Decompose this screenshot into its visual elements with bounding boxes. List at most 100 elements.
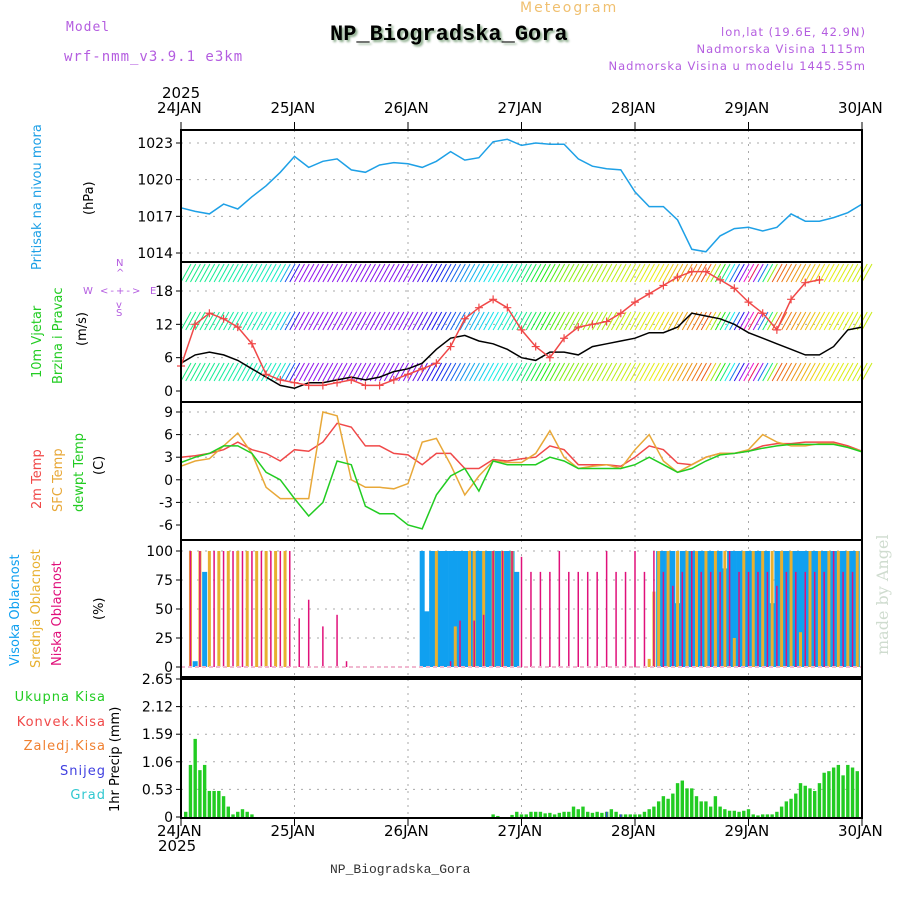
wind-arrow xyxy=(521,263,532,283)
compass-rose: N ^ S v W E <-+-> xyxy=(80,258,160,328)
precip-bar-precip_total xyxy=(600,812,604,817)
wind-arrow xyxy=(861,263,873,283)
day-label-bottom: 28JAN xyxy=(611,822,656,840)
lonlat-text: lon,lat (19.6E, 42.9N) xyxy=(721,25,866,39)
wind-arrow xyxy=(213,263,225,283)
gust-marker xyxy=(489,295,498,304)
wind-arrow xyxy=(819,311,830,331)
precip-bar-precip_total xyxy=(586,811,590,817)
precip-bar-precip_total xyxy=(737,811,741,817)
cloud-bar-cloud_high xyxy=(438,551,444,667)
cloud-bar-cloud_high xyxy=(424,611,430,667)
wind-arrow xyxy=(648,311,660,331)
gust-marker xyxy=(574,323,583,332)
gust-marker xyxy=(545,353,554,362)
precip-bar-precip_total xyxy=(831,767,836,817)
cloud-bar-cloud_low xyxy=(634,551,636,667)
gust-marker xyxy=(815,275,824,284)
wind-arrow xyxy=(421,311,433,331)
precip-bar-precip_total xyxy=(529,811,533,817)
wind-arrow xyxy=(440,311,452,331)
wind-arrow xyxy=(289,263,301,283)
wind-arrow xyxy=(667,362,679,382)
series-line-dewpt-temp xyxy=(180,443,863,530)
wind-arrow xyxy=(331,311,343,331)
cloud-bar-cloud_high xyxy=(192,661,198,667)
wind-arrow xyxy=(450,311,461,331)
cloud-bar-cloud_high xyxy=(443,551,449,667)
wind-arrow xyxy=(710,311,722,331)
y-tick-label: 12 xyxy=(155,317,173,333)
wind-arrow xyxy=(521,311,532,331)
precip-bar-precip_total xyxy=(552,814,557,817)
cloud-bar-cloud_low xyxy=(568,571,570,667)
gust-marker xyxy=(673,273,682,282)
y-tick-label: 0.53 xyxy=(142,782,173,798)
gust-marker xyxy=(404,370,412,379)
cloud-bar-cloud_low xyxy=(643,571,646,667)
wind-arrow xyxy=(644,311,655,331)
wind-arrow xyxy=(260,263,272,283)
precip-bar-precip_total xyxy=(855,771,859,817)
cloud-bar-cloud_mid xyxy=(808,551,812,667)
wind-arrow xyxy=(582,311,594,331)
precip-bar-precip_total xyxy=(623,814,628,817)
precip-bar-precip_total xyxy=(718,806,722,817)
wind-arrow xyxy=(634,362,646,382)
cloud-bar-cloud_high xyxy=(495,551,501,667)
wind-arrow xyxy=(615,362,627,382)
wind-arrow xyxy=(454,263,466,283)
wind-arrow xyxy=(208,362,220,382)
gust-marker xyxy=(716,275,725,284)
wind-arrow xyxy=(658,311,670,331)
wind-arrow xyxy=(596,263,608,283)
precip-bar-precip_total xyxy=(794,793,798,817)
cloud-bar-cloud_high xyxy=(462,551,468,667)
precip-bar-precip_total xyxy=(519,814,524,817)
cloud-bar-cloud_low xyxy=(700,571,702,667)
y-tick-label: 25 xyxy=(155,631,173,647)
wind-arrow xyxy=(620,362,632,382)
cloud-bar-cloud_low xyxy=(241,551,244,667)
series-line-pritisak-na-nivou-mora xyxy=(180,138,863,253)
precip-bar-precip_total xyxy=(694,796,699,817)
precip-bar-precip_total xyxy=(633,814,637,817)
wind-arrow xyxy=(625,311,636,331)
precip-bar-precip_total xyxy=(652,806,656,817)
wind-arrow xyxy=(809,263,821,283)
wind-arrow xyxy=(483,263,495,283)
gust-marker xyxy=(517,325,526,334)
wind-arrow xyxy=(327,263,339,283)
wind-arrow xyxy=(790,311,802,331)
precip-bar-precip_total xyxy=(656,801,661,817)
wind-arrow xyxy=(714,311,726,331)
wind-arrow xyxy=(842,263,854,283)
wind-arrow xyxy=(819,263,830,283)
wind-arrow xyxy=(738,311,750,331)
precip-bar-precip_total xyxy=(576,809,580,817)
wind-arrow xyxy=(549,263,561,283)
wind-arrow xyxy=(629,263,641,283)
wind-arrow xyxy=(748,263,759,283)
wind-arrow xyxy=(487,362,499,382)
wind-arrow xyxy=(724,311,736,331)
wind-arrow xyxy=(582,263,594,283)
wind-arrow xyxy=(733,263,745,283)
wind-arrow xyxy=(350,311,362,331)
gust-marker xyxy=(758,309,767,318)
cloud-bar-cloud_mid xyxy=(434,551,438,667)
wind-arrow xyxy=(454,311,466,331)
wind-arrow xyxy=(265,263,277,283)
wind-arrow xyxy=(610,263,622,283)
precip-bar-precip_total xyxy=(193,738,197,817)
wind-arrow xyxy=(511,263,523,283)
precip-bar-precip_total xyxy=(524,814,528,817)
wind-arrow xyxy=(823,263,835,283)
station-title: NP_Biogradska_Gora xyxy=(330,22,568,47)
cloud-bar-cloud_high xyxy=(514,571,520,667)
wind-arrow xyxy=(625,362,636,382)
cloud-bar-cloud_mid xyxy=(761,551,765,667)
precip-bar-precip_total xyxy=(813,790,817,817)
cloud-bar-cloud_mid xyxy=(453,626,457,667)
precip-bar-precip_total xyxy=(803,785,807,817)
